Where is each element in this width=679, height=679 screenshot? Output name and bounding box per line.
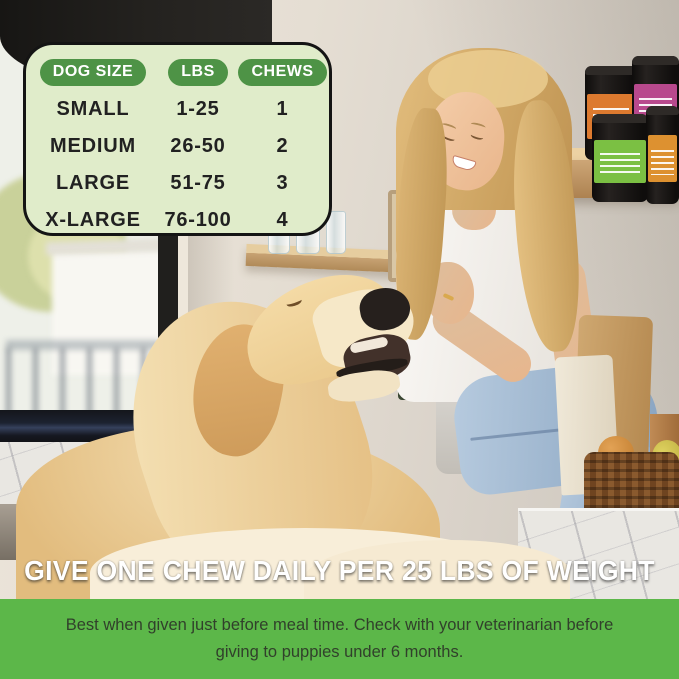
jar-label [594, 140, 646, 183]
eyebrow [470, 121, 487, 131]
table-cell-chews: 2 [276, 135, 289, 157]
dosage-table: DOG SIZE LBS CHEWS SMALL 1-25 1 MEDIUM 2… [34, 53, 327, 239]
outdoor-fence-rail [6, 340, 160, 350]
header-pill: CHEWS [238, 59, 327, 86]
header-pill: LBS [168, 59, 228, 86]
eye [469, 131, 485, 141]
table-cell-chews: 4 [276, 209, 289, 231]
table-cell-size: SMALL [56, 98, 130, 120]
jar-lid [632, 56, 679, 65]
table-cell-lbs: 26-50 [170, 135, 226, 157]
jar-lid [592, 114, 648, 123]
footer-line-2: giving to puppies under 6 months. [215, 642, 464, 661]
header-pill: DOG SIZE [39, 59, 147, 86]
footer-band: Best when given just before meal time. C… [0, 599, 679, 679]
jar-label [648, 135, 677, 183]
table-cell-size: X-LARGE [45, 209, 141, 231]
window-trim [178, 120, 188, 450]
table-cell-chews: 3 [276, 172, 289, 194]
dosage-table-card: DOG SIZE LBS CHEWS SMALL 1-25 1 MEDIUM 2… [23, 42, 332, 236]
smile [450, 154, 477, 173]
table-cell-size: MEDIUM [50, 135, 136, 157]
footer-line-1: Best when given just before meal time. C… [65, 615, 614, 634]
table-cell-chews: 1 [276, 98, 289, 120]
headline-text: GIVE ONE CHEW DAILY PER 25 LBS OF WEIGHT [24, 555, 655, 586]
jar-lid [646, 106, 679, 115]
drinking-glass [326, 211, 346, 254]
column-header-lbs: LBS [152, 53, 244, 93]
column-header-chews: CHEWS [238, 53, 327, 93]
table-cell-lbs: 76-100 [164, 209, 232, 231]
jar-lid [585, 66, 637, 75]
woman-neck [452, 210, 496, 230]
column-header-dog-size: DOG SIZE [34, 53, 152, 93]
table-cell-lbs: 1-25 [176, 98, 220, 120]
supplement-jar-green [592, 114, 648, 202]
table-cell-size: LARGE [56, 172, 130, 194]
table-cell-lbs: 51-75 [170, 172, 226, 194]
supplement-jar-amber [646, 106, 679, 204]
